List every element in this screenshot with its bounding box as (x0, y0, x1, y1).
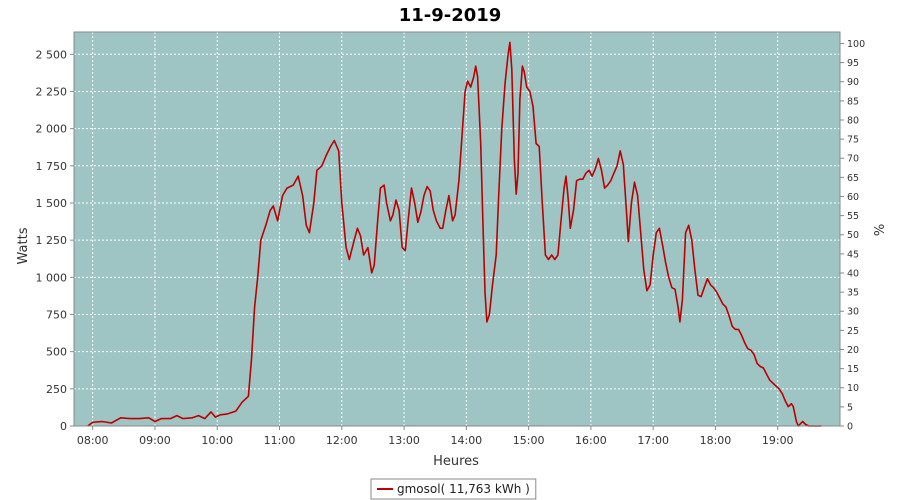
y2-tick-label: 10 (847, 383, 859, 394)
y2-tick-label: 35 (847, 288, 859, 299)
x-tick-label: 17:00 (637, 434, 669, 447)
y2-tick-label: 45 (847, 249, 859, 260)
series-line-gmosol (87, 41, 822, 427)
y-tick-label: 1 250 (36, 234, 68, 247)
x-tick-label: 14:00 (450, 434, 482, 447)
x-tick-label: 18:00 (700, 434, 732, 447)
y-tick-label: 2 000 (36, 123, 68, 136)
legend-label: gmosol( 11,763 kWh ) (397, 482, 530, 496)
legend: gmosol( 11,763 kWh ) (370, 478, 537, 500)
y-tick-label: 1 750 (36, 160, 68, 173)
y2-tick-label: 85 (847, 96, 859, 107)
y2-tick-label: 5 (847, 402, 853, 413)
y2-tick-label: 95 (847, 58, 859, 69)
y2-tick-label: 20 (847, 345, 859, 356)
x-tick-label: 15:00 (513, 434, 545, 447)
y-tick-label: 2 250 (36, 85, 68, 98)
x-tick-label: 16:00 (575, 434, 607, 447)
y-tick-label: 2 500 (36, 48, 68, 61)
x-tick-label: 19:00 (762, 434, 794, 447)
x-axis-title: Heures (433, 454, 479, 469)
plot-area (74, 32, 840, 426)
x-tick-label: 12:00 (326, 434, 358, 447)
x-tick-label: 13:00 (388, 434, 420, 447)
y2-tick-label: 70 (847, 154, 859, 165)
y-axis-title: Watts (16, 227, 31, 264)
y2-tick-label: 75 (847, 135, 859, 146)
y2-tick-label: 50 (847, 230, 859, 241)
y2-tick-label: 15 (847, 364, 859, 375)
x-tick-label: 08:00 (77, 434, 109, 447)
y2-axis-title: % (873, 224, 888, 236)
x-axis: 08:00 09:00 10:00 11:00 12:00 13:00 14:00 15:00… (77, 426, 794, 447)
x-tick-label: 10:00 (201, 434, 233, 447)
y2-tick-label: 30 (847, 307, 859, 318)
legend-box (370, 478, 537, 500)
y2-tick-label: 55 (847, 211, 859, 222)
y-axis-right: 0 5 10 15 20 25 30 35 40 45 50 55 60 65 70 75 80 85 90 95 10… (840, 39, 865, 433)
y-tick-label: 1 000 (36, 271, 68, 284)
y2-tick-label: 90 (847, 77, 859, 88)
y2-tick-label: 0 (847, 422, 853, 433)
y2-tick-label: 100 (847, 39, 865, 50)
y2-tick-label: 65 (847, 173, 859, 184)
x-tick-label: 09:00 (139, 434, 171, 447)
y-tick-label: 250 (46, 383, 67, 396)
chart-title: 11-9-2019 (399, 5, 502, 26)
y-tick-label: 1 500 (36, 197, 68, 210)
y-tick-label: 500 (46, 346, 67, 359)
y2-tick-label: 80 (847, 115, 859, 126)
y2-tick-label: 60 (847, 192, 859, 203)
plot-border (73, 31, 841, 427)
y2-tick-label: 40 (847, 268, 859, 279)
y-tick-label: 750 (46, 308, 67, 321)
y2-tick-label: 25 (847, 326, 859, 337)
y-tick-label: 0 (60, 420, 67, 433)
grid (74, 32, 840, 427)
x-tick-label: 11:00 (264, 434, 296, 447)
y-axis-left: 0 250 500 750 1 000 1 250 1 500 1 750 2 000 2 250… (36, 48, 74, 433)
